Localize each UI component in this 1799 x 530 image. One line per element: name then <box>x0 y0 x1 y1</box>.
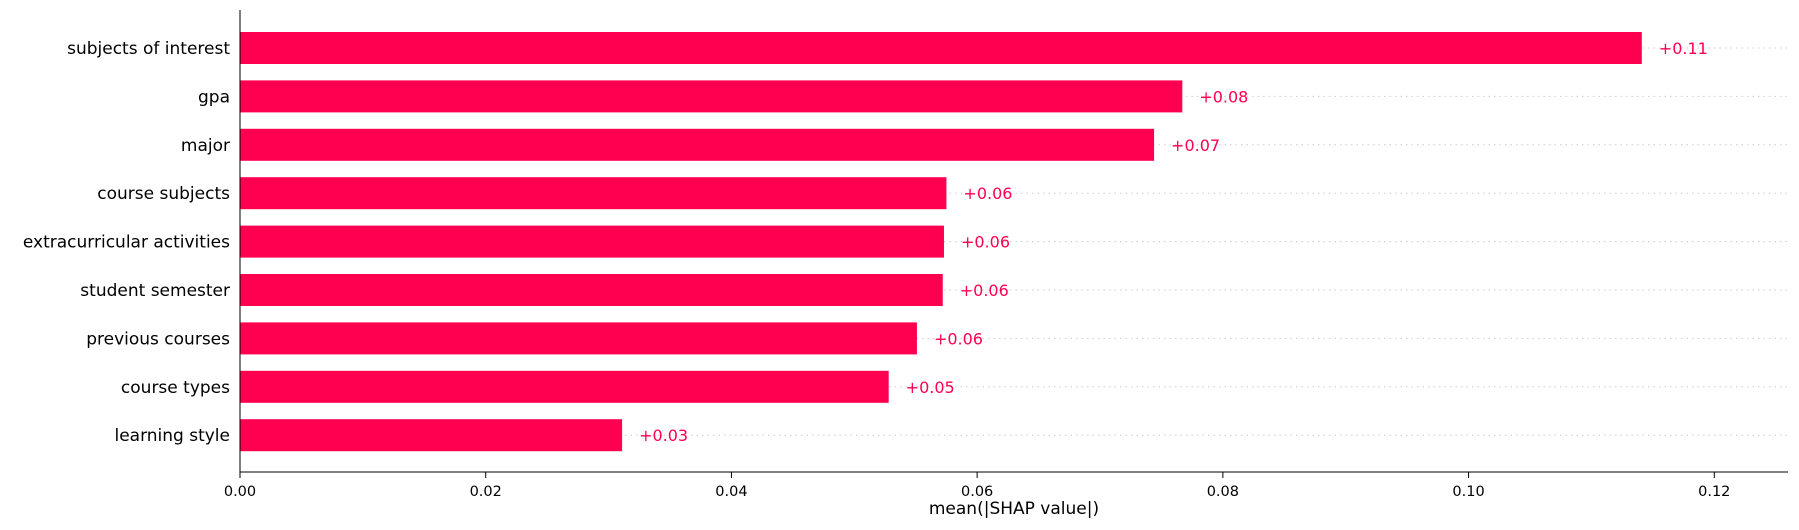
value-label: +0.08 <box>1199 87 1248 106</box>
x-tick-label: 0.06 <box>961 484 993 500</box>
y-tick-label: extracurricular activities <box>23 233 230 253</box>
y-tick-label: gpa <box>198 87 230 107</box>
bar <box>240 32 1642 64</box>
x-axis-label: mean(|SHAP value|) <box>929 499 1099 519</box>
bar <box>240 80 1183 113</box>
bar <box>240 419 623 452</box>
bar <box>240 274 943 306</box>
x-tick-label: 0.12 <box>1698 484 1730 500</box>
x-tick-label: 0.04 <box>715 484 747 500</box>
y-tick-label: course types <box>121 378 230 398</box>
bar <box>240 322 917 355</box>
bars <box>240 32 1642 452</box>
value-label: +0.11 <box>1659 39 1708 58</box>
value-label: +0.03 <box>639 426 688 445</box>
y-tick-label: previous courses <box>86 329 230 349</box>
value-label: +0.06 <box>963 184 1012 203</box>
x-tick-label: 0.02 <box>470 484 502 500</box>
y-tick-labels: subjects of interest gpa major course subje… <box>23 39 230 446</box>
y-tick-label: course subjects <box>97 184 230 204</box>
bar <box>240 177 947 210</box>
x-ticks: 0.00 0.02 0.04 0.06 0.08 0.10 0.12 <box>224 472 1730 500</box>
value-label: +0.05 <box>906 378 955 397</box>
y-tick-label: major <box>181 136 230 156</box>
value-label: +0.06 <box>961 233 1010 252</box>
bar <box>240 370 889 403</box>
y-tick-label: student semester <box>80 281 230 301</box>
x-tick-label: 0.00 <box>224 484 256 500</box>
value-label: +0.06 <box>934 329 983 348</box>
bar <box>240 225 944 258</box>
value-label: +0.07 <box>1171 136 1220 155</box>
x-tick-label: 0.10 <box>1452 484 1484 500</box>
value-labels: +0.11 +0.08 +0.07 +0.06 +0.06 +0.06 +0.06 +0.05… <box>639 39 1708 445</box>
bar <box>240 128 1155 161</box>
value-label: +0.06 <box>960 281 1009 300</box>
x-tick-label: 0.08 <box>1207 484 1239 500</box>
y-tick-label: subjects of interest <box>67 39 230 59</box>
y-tick-label: learning style <box>114 426 230 446</box>
